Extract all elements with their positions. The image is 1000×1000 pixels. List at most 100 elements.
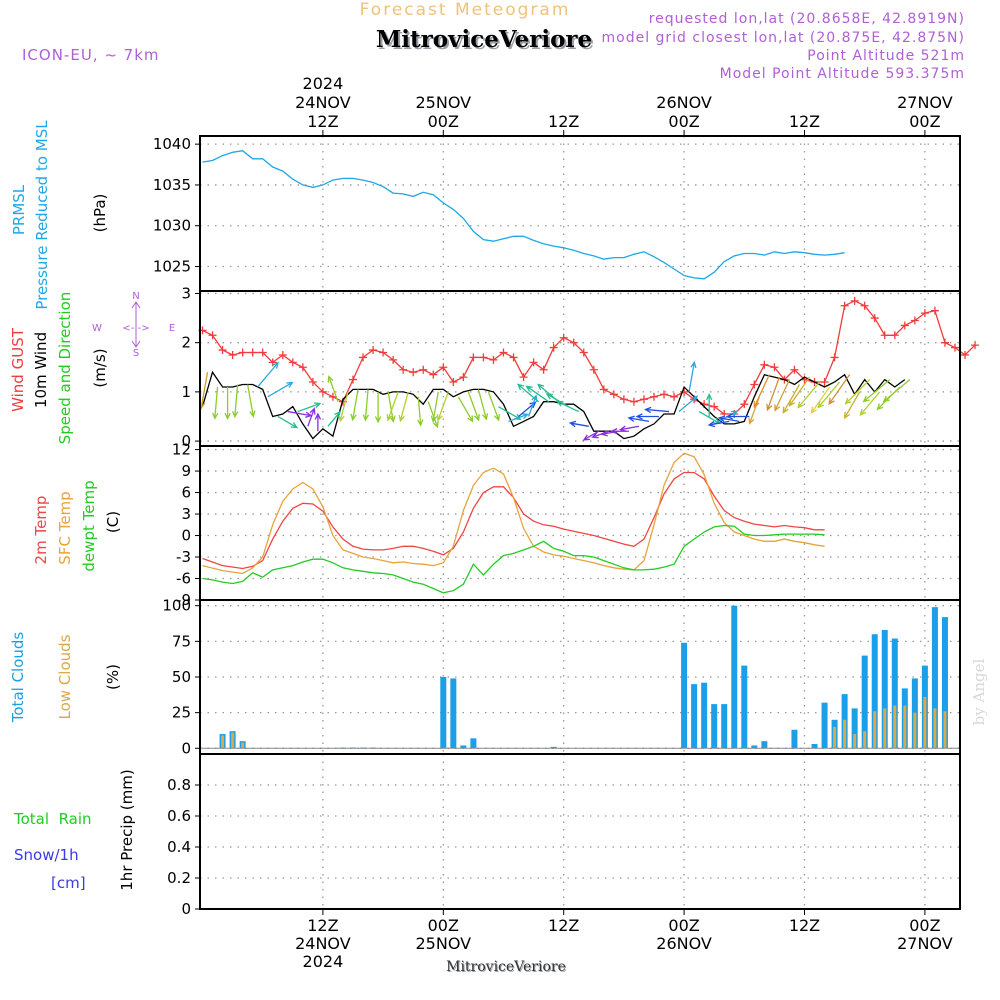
gust-marker (449, 378, 458, 387)
temperature-ytick-label: 9 (181, 462, 191, 480)
cloud-bar (871, 634, 878, 749)
cloud-bar (550, 746, 557, 749)
gust-marker (770, 363, 779, 372)
wind-arrow (430, 391, 439, 423)
gust-marker (820, 378, 829, 387)
wind-arrow (705, 392, 713, 417)
point-altitude: Point Altitude 521m (807, 48, 965, 64)
wind-gust-line (202, 300, 976, 415)
top-axis-label: 12Z (307, 112, 338, 131)
gust-marker (499, 348, 508, 357)
wind-arrow (618, 425, 640, 432)
cloud-bar (721, 704, 728, 749)
compass-n: N (132, 291, 139, 302)
gust-marker (539, 365, 548, 374)
cloud-bar (231, 732, 235, 749)
pressure-label-2: Pressure Reduced to MSL (33, 120, 51, 310)
clouds-unit: (%) (104, 664, 122, 690)
cloud-bar (851, 708, 858, 749)
cloud-bar (903, 705, 907, 749)
requested-coords: requested lon,lat (20.8658E, 42.8919N) (649, 11, 965, 27)
cloud-bar (751, 745, 758, 749)
wind-unit: (m/s) (91, 348, 109, 387)
wind-arrow (287, 410, 313, 418)
bottom-axis-label: 24NOV (295, 934, 351, 953)
gust-marker (750, 380, 759, 389)
gust-marker (961, 350, 970, 359)
temperature-ytick-label: 0 (181, 527, 191, 545)
wind-arrow (232, 384, 239, 419)
wind-arrow (427, 401, 439, 429)
gust-marker (850, 296, 859, 305)
gust-marker (439, 363, 448, 372)
compass-vertical (131, 301, 141, 348)
clouds-panel: 0 25 50 75 100 (162, 597, 961, 757)
wind-arrow (644, 406, 670, 414)
gust-marker (369, 346, 378, 355)
top-axis-label: 12Z (548, 112, 579, 131)
gust-marker (971, 341, 980, 350)
cloud-bar (891, 638, 898, 749)
temperature-ytick-label: 3 (181, 505, 191, 523)
precipitation-ytick-label: 0.2 (167, 869, 191, 887)
wind-ytick-label: 0 (181, 432, 191, 450)
gust-marker (318, 387, 327, 396)
10m-wind-line (201, 370, 906, 440)
gust-marker (258, 348, 267, 357)
gust-marker (619, 395, 628, 404)
wind-panel: 0 1 2 3 (181, 284, 980, 450)
temperature-ytick-label: -3 (176, 548, 191, 566)
temp-unit: (C) (104, 511, 122, 533)
gust-marker (930, 306, 939, 315)
footer-station-shadow: MitroviceVeriore (447, 960, 567, 976)
cloud-bar (241, 742, 245, 749)
model-label: ICON-EU, ~ 7km (22, 46, 160, 64)
wind-arrow (591, 430, 610, 439)
gust-marker (559, 333, 568, 342)
bottom-axis-label: 27NOV (897, 934, 953, 953)
wind-arrow (797, 381, 821, 409)
gust-marker (409, 368, 418, 377)
gust-marker (579, 348, 588, 357)
gust-marker (379, 348, 388, 357)
wind-arrow (817, 381, 841, 409)
top-axis-label: 12Z (789, 112, 820, 131)
gust-marker (840, 301, 849, 310)
gust-marker (740, 400, 749, 409)
cloud-bar (470, 738, 477, 749)
gust-marker (278, 350, 287, 359)
pressure-ytick-label: 1040 (153, 135, 191, 153)
top-axis-label: 24NOV (295, 93, 351, 112)
pressure-panel: 1025 1030 1035 1040 (153, 135, 961, 292)
top-axis-label: 00Z (428, 112, 459, 131)
wind-arrow (374, 391, 382, 424)
wind-arrow (766, 376, 781, 412)
gust-marker (429, 370, 438, 379)
cloud-bar (893, 705, 897, 749)
wind-arrow (782, 384, 801, 414)
temperature-ytick-label: -6 (176, 570, 191, 588)
precipitation-frame (199, 753, 961, 910)
gust-marker (649, 392, 658, 401)
temperature-ytick-label: 6 (181, 484, 191, 502)
bottom-axis-label: 00Z (428, 916, 459, 935)
gust-marker (399, 365, 408, 374)
cloud-bar (881, 629, 888, 749)
clouds-ytick-label: 50 (172, 668, 191, 686)
gust-marker (910, 316, 919, 325)
top-axis-label: 26NOV (656, 93, 712, 112)
low-clouds-label: Low Clouds (56, 634, 74, 719)
wind-arrow (810, 386, 831, 415)
gust-marker (509, 353, 518, 362)
wind-arrow (774, 379, 791, 412)
bottom-axis-label: 2024 (303, 952, 344, 971)
wind-arrow (417, 396, 424, 427)
gust-marker (629, 397, 638, 406)
wind-arrow (247, 384, 256, 418)
bottom-axis-label: 12Z (307, 916, 338, 935)
gust-marker (920, 309, 929, 318)
gust-marker (389, 355, 398, 364)
temperature-ytick-label: -9 (176, 591, 191, 609)
dewpt-temp-line (202, 524, 825, 594)
